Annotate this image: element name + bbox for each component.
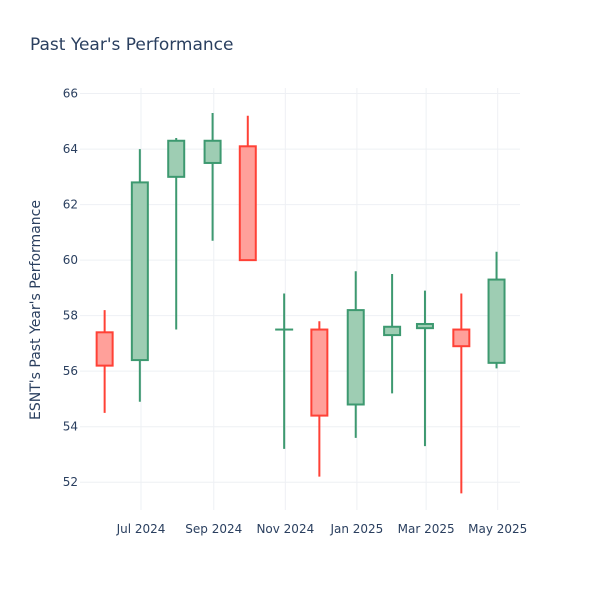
y-tick-label: 58 <box>63 309 78 323</box>
y-tick-label: 54 <box>63 420 78 434</box>
x-tick-label: Nov 2024 <box>256 522 314 536</box>
candle <box>275 293 294 449</box>
x-tick-label: Sep 2024 <box>185 522 242 536</box>
candle-body <box>238 145 257 262</box>
candle-body <box>95 331 114 367</box>
y-tick-label: 62 <box>63 198 78 212</box>
x-tick-label: Jul 2024 <box>116 522 166 536</box>
candle-body <box>346 309 365 406</box>
candle <box>203 112 222 241</box>
candle-body <box>383 325 402 337</box>
y-tick-label: 60 <box>63 253 78 267</box>
candle <box>310 321 329 477</box>
candle-body <box>203 139 222 164</box>
y-axis-label: ESNT's Past Year's Performance <box>28 200 44 420</box>
y-tick-label: 64 <box>63 142 78 156</box>
candle <box>487 251 506 369</box>
y-tick-label: 66 <box>63 87 78 101</box>
candle <box>415 290 434 447</box>
candle <box>383 274 402 394</box>
candle-body <box>487 278 506 364</box>
x-axis-ticks: Jul 2024 Sep 2024 Nov 2024 Jan 2025 Mar 2025… <box>116 522 528 536</box>
candle-body <box>130 181 149 362</box>
y-tick-label: 56 <box>63 364 78 378</box>
candles <box>95 112 506 494</box>
candle-body <box>167 139 186 178</box>
candle <box>167 137 186 330</box>
y-tick-label: 52 <box>63 475 78 489</box>
x-tick-label: Jan 2025 <box>329 522 383 536</box>
candle <box>238 115 257 262</box>
candle-body <box>310 328 329 417</box>
y-axis-ticks: 52 54 56 58 60 62 64 66 <box>63 87 78 490</box>
chart-title: Past Year's Performance <box>30 35 234 55</box>
candle <box>452 293 471 494</box>
candle <box>130 149 149 402</box>
x-tick-label: May 2025 <box>468 522 527 536</box>
candle-body <box>415 322 434 330</box>
x-tick-label: Mar 2025 <box>398 522 455 536</box>
candle-body <box>452 328 471 348</box>
candle <box>346 271 365 438</box>
candle <box>95 310 114 413</box>
